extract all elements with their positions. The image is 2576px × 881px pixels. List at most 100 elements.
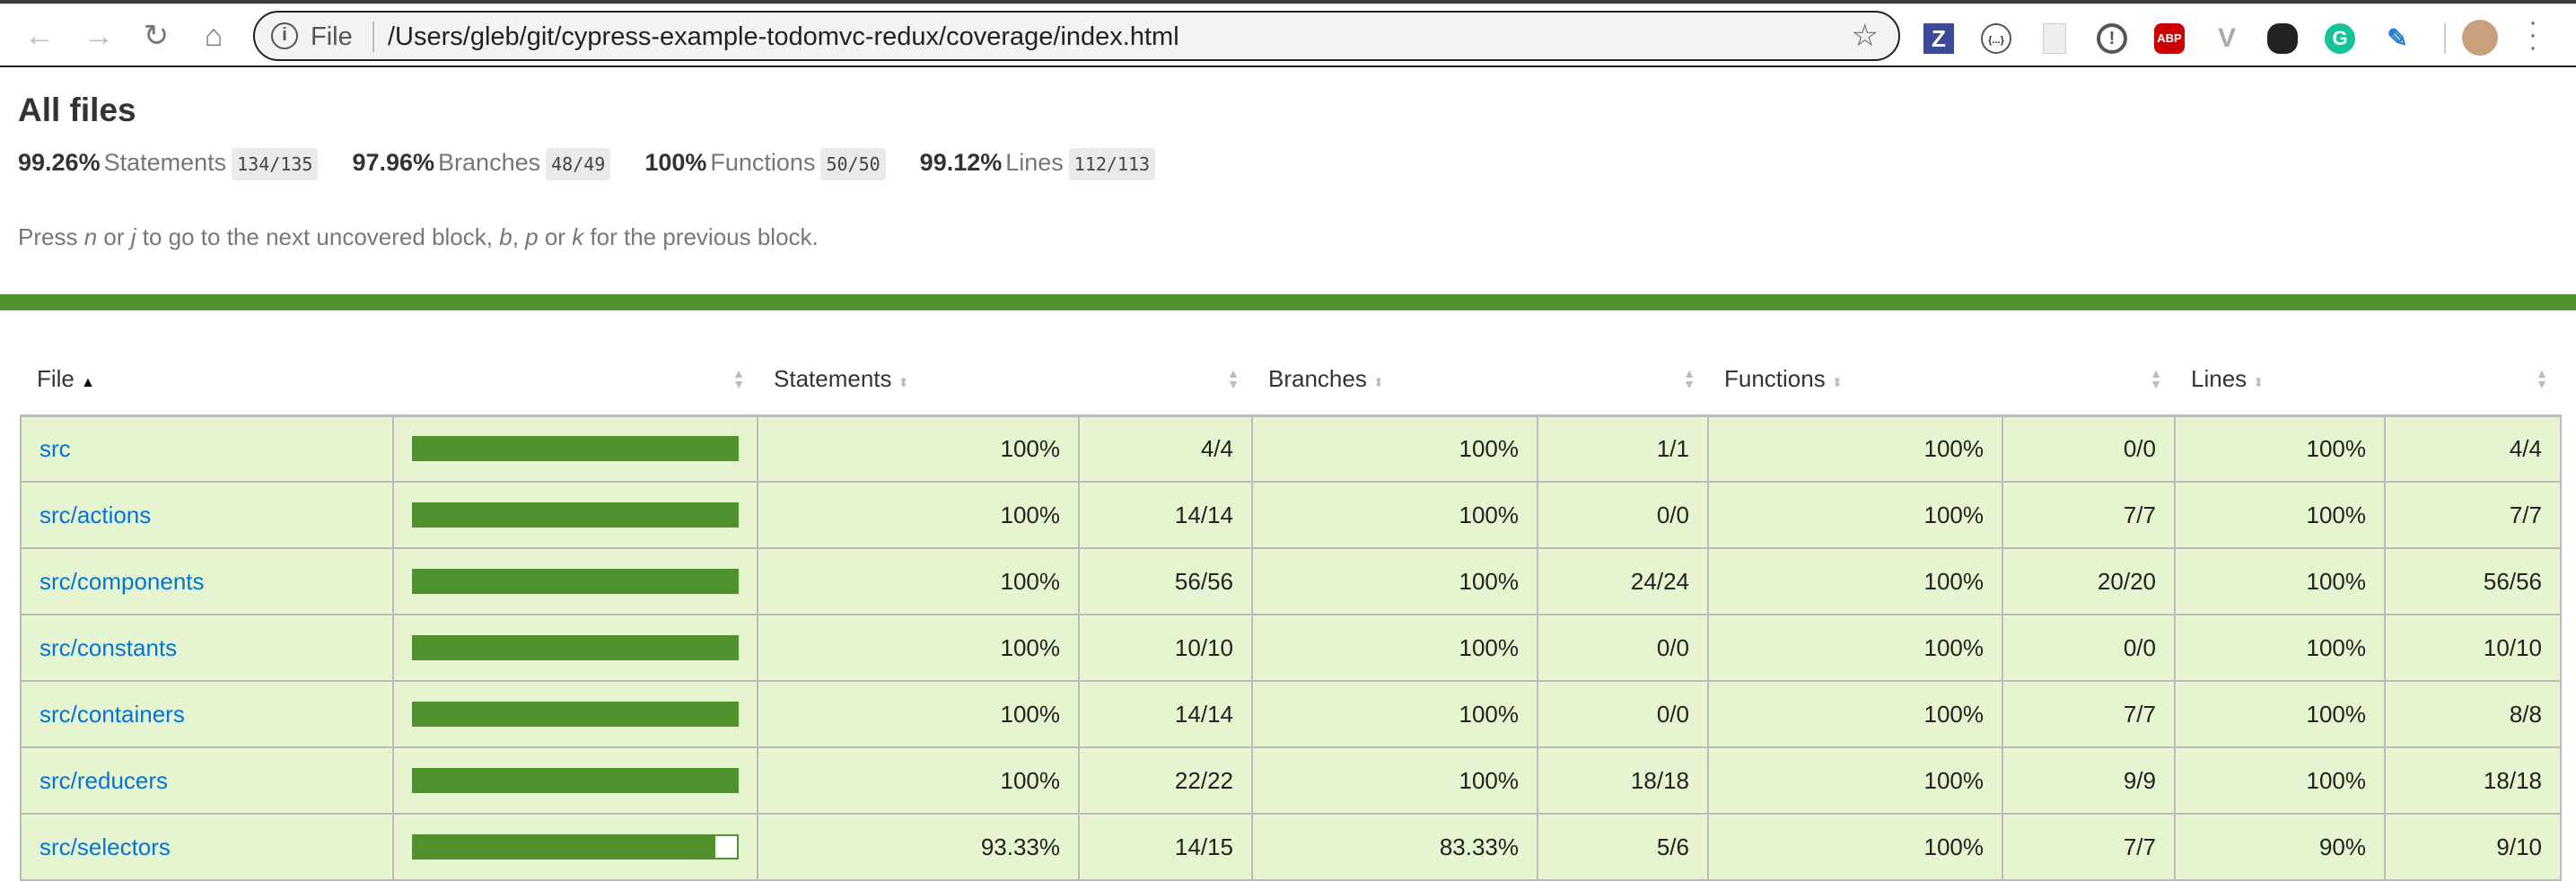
file-link[interactable]: src/reducers — [39, 766, 169, 794]
header-label: Statements — [774, 364, 892, 392]
zotero-icon[interactable]: Z — [1923, 23, 1954, 54]
file-link[interactable]: src/containers — [39, 700, 185, 728]
lines-pct: 100% — [2174, 746, 2386, 815]
column-header-functions[interactable]: Functions ⬍ — [1708, 344, 2002, 417]
page-icon[interactable] — [2043, 23, 2066, 54]
table-row: src/components 100% 56/56 100% 24/24 100… — [20, 547, 2562, 615]
statements-pct: 100% — [757, 414, 1080, 483]
functions-pct: 100% — [1707, 614, 2003, 682]
sort-icon: ⬍ — [1831, 374, 1843, 389]
functions-fraction: 20/20 — [2002, 547, 2176, 615]
functions-pct: 100% — [1707, 481, 2003, 549]
grammarly-icon[interactable]: G — [2325, 23, 2355, 54]
file-link[interactable]: src/constants — [39, 633, 178, 661]
column-header-col1[interactable]: ▲ ▼ — [393, 344, 758, 417]
statements-fraction: 14/15 — [1078, 813, 1253, 881]
extension-icon[interactable]: ✎ — [2387, 24, 2408, 52]
header-label: File — [37, 364, 74, 392]
functions-fraction: 7/7 — [2002, 481, 2176, 549]
toolbar-divider — [2444, 23, 2446, 54]
coverage-bar-cell — [392, 414, 758, 483]
summary-branches: 97.96% Branches 48/49 — [352, 148, 611, 180]
coverage-bar-fill — [414, 770, 737, 791]
url-text[interactable]: /Users/gleb/git/cypress-example-todomvc-… — [388, 22, 1179, 51]
column-header-branches[interactable]: Branches ⬍ — [1252, 344, 1538, 417]
file-link[interactable]: src/selectors — [39, 833, 171, 860]
file-cell: src/containers — [20, 680, 394, 748]
sort-ascending-icon: ▲ — [81, 374, 95, 390]
browser-toolbar: ← → ↻ ⌂ i File /Users/gleb/git/cypress-e… — [0, 4, 2576, 67]
sort-icon: ⬍ — [1373, 374, 1384, 389]
file-link[interactable]: src — [39, 434, 71, 462]
branches-pct: 100% — [1251, 481, 1538, 549]
address-bar[interactable]: i File /Users/gleb/git/cypress-example-t… — [253, 11, 1900, 61]
functions-fraction: 0/0 — [2002, 414, 2176, 483]
reload-button[interactable]: ↻ — [143, 19, 170, 53]
functions-fraction: 0/0 — [2002, 614, 2176, 682]
forward-button[interactable]: → — [83, 19, 114, 53]
lines-pct: 100% — [2174, 414, 2386, 483]
adblock-plus-icon[interactable]: ABP — [2154, 23, 2185, 54]
home-button[interactable]: ⌂ — [204, 19, 223, 53]
file-link[interactable]: src/actions — [39, 501, 152, 528]
branches-pct: 100% — [1251, 414, 1538, 483]
statements-fraction: 4/4 — [1078, 414, 1253, 483]
json-viewer-icon[interactable]: {...} — [1981, 23, 2011, 54]
summary-pct: 99.26% — [18, 149, 101, 177]
coverage-bar — [412, 702, 739, 727]
divider — [372, 22, 374, 52]
lines-fraction: 10/10 — [2384, 614, 2562, 682]
summary-fraction: 134/135 — [232, 148, 319, 180]
coverage-bar — [412, 834, 739, 859]
back-button[interactable]: ← — [24, 19, 55, 53]
branches-fraction: 24/24 — [1537, 547, 1709, 615]
summary-label: Branches — [438, 149, 541, 177]
column-header-col7[interactable]: ▲ ▼ — [2002, 344, 2175, 417]
coverage-bar-cell — [392, 481, 758, 549]
file-link[interactable]: src/components — [39, 567, 205, 595]
functions-fraction: 7/7 — [2002, 813, 2176, 881]
functions-pct: 100% — [1707, 680, 2003, 748]
column-header-lines[interactable]: Lines ⬍ — [2175, 344, 2385, 417]
summary-pct: 99.12% — [919, 149, 1003, 177]
file-cell: src — [20, 414, 394, 483]
sort-icon: ▲ ▼ — [1227, 366, 1240, 391]
summary-label: Lines — [1005, 149, 1064, 177]
lines-fraction: 9/10 — [2384, 813, 2562, 881]
kuker-icon[interactable] — [2267, 23, 2298, 54]
1password-icon[interactable]: ! — [2097, 23, 2127, 54]
column-header-col3[interactable]: ▲ ▼ — [1079, 344, 1252, 417]
lines-fraction: 18/18 — [2384, 746, 2562, 815]
lines-fraction: 7/7 — [2384, 481, 2562, 549]
functions-pct: 100% — [1707, 547, 2003, 615]
sort-icon: ▲ ▼ — [2150, 366, 2162, 391]
vue-devtools-icon[interactable]: V — [2217, 23, 2236, 53]
column-header-statements[interactable]: Statements ⬍ — [758, 344, 1079, 417]
coverage-bar-fill — [414, 836, 715, 858]
summary-pct: 97.96% — [352, 149, 435, 177]
statements-fraction: 14/14 — [1078, 481, 1253, 549]
avatar[interactable] — [2462, 20, 2498, 56]
column-header-col5[interactable]: ▲ ▼ — [1538, 344, 1708, 417]
statements-pct: 100% — [757, 481, 1080, 549]
branches-pct: 100% — [1251, 547, 1538, 615]
header-label: Branches — [1268, 364, 1367, 392]
statements-fraction: 14/14 — [1078, 680, 1253, 748]
file-cell: src/constants — [20, 614, 394, 682]
coverage-bar-cell — [392, 614, 758, 682]
branches-pct: 100% — [1251, 614, 1538, 682]
bookmark-star-icon[interactable]: ☆ — [1851, 19, 1879, 53]
table-row: src/selectors 93.33% 14/15 83.33% 5/6 10… — [20, 813, 2562, 881]
statements-pct: 100% — [757, 746, 1080, 815]
coverage-bar-cell — [392, 746, 758, 815]
info-icon[interactable]: i — [271, 22, 298, 49]
branches-fraction: 18/18 — [1537, 746, 1709, 815]
menu-icon[interactable]: · · · — [2528, 7, 2537, 62]
summary-stats: 99.26% Statements 134/135 97.96% Branches 48/… — [18, 148, 1189, 180]
column-header-file[interactable]: File ▲ — [21, 344, 393, 417]
column-header-col9[interactable]: ▲ ▼ — [2385, 344, 2561, 417]
sort-icon: ▲ ▼ — [732, 366, 745, 391]
coverage-bar — [412, 635, 739, 660]
statements-pct: 100% — [757, 614, 1080, 682]
branches-fraction: 0/0 — [1537, 481, 1709, 549]
